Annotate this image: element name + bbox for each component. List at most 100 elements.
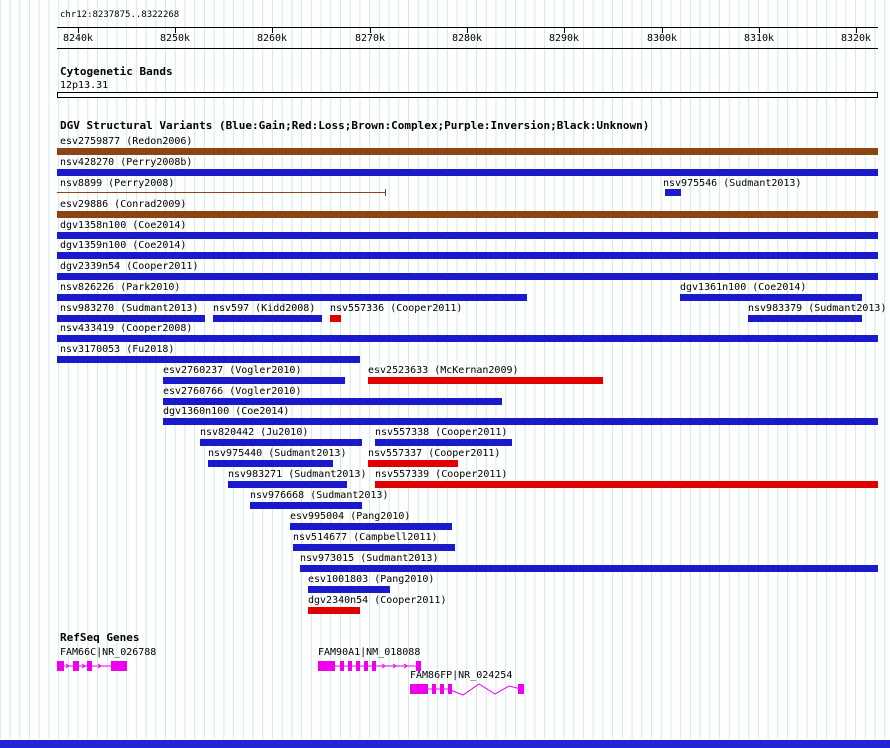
variant-label[interactable]: dgv1360n100 (Coe2014)	[163, 406, 290, 417]
variant-label[interactable]: nsv975440 (Sudmant2013)	[208, 448, 347, 459]
variant-label[interactable]: esv2760237 (Vogler2010)	[163, 365, 302, 376]
variant-label[interactable]: nsv557336 (Cooper2011)	[330, 303, 463, 314]
variant-bar[interactable]	[250, 502, 362, 509]
gene-exon	[348, 661, 352, 671]
gene-exon	[448, 684, 452, 694]
variant-bar[interactable]	[57, 211, 878, 218]
variant-bar[interactable]	[228, 481, 347, 488]
variant-bar[interactable]	[213, 315, 322, 322]
gene-glyph[interactable]	[318, 660, 422, 674]
variant-label[interactable]: dgv1359n100 (Coe2014)	[60, 240, 187, 251]
variant-label[interactable]: nsv557337 (Cooper2011)	[368, 448, 501, 459]
cytoband-ideogram[interactable]	[57, 92, 878, 98]
gene-exon	[356, 661, 360, 671]
variant-label[interactable]: esv29886 (Conrad2009)	[60, 199, 187, 210]
variant-bar[interactable]	[665, 189, 681, 196]
variant-label[interactable]: esv2759877 (Redon2006)	[60, 136, 193, 147]
gene-exon	[57, 661, 64, 671]
variant-bar[interactable]	[375, 439, 512, 446]
variant-label[interactable]: nsv8899 (Perry2008)	[60, 178, 175, 189]
variant-label[interactable]: nsv826226 (Park2010)	[60, 282, 181, 293]
gene-label[interactable]: FAM86FP|NR_024254	[410, 670, 513, 681]
variant-bar[interactable]	[208, 460, 333, 467]
variant-bar[interactable]	[57, 335, 878, 342]
variant-bar[interactable]	[680, 294, 862, 301]
variant-label[interactable]: dgv1358n100 (Coe2014)	[60, 220, 187, 231]
variant-bar[interactable]	[308, 586, 390, 593]
variant-bar[interactable]	[375, 481, 878, 488]
variant-bar[interactable]	[368, 460, 458, 467]
variant-bar[interactable]	[163, 398, 502, 405]
gene-glyph[interactable]	[57, 660, 128, 674]
variant-label[interactable]: nsv983271 (Sudmant2013)	[228, 469, 367, 480]
variant-label[interactable]: nsv973015 (Sudmant2013)	[300, 553, 439, 564]
ruler-tick-label: 8280k	[451, 33, 483, 44]
strand-arrow-icon	[381, 663, 386, 669]
variant-label[interactable]: nsv983379 (Sudmant2013)	[748, 303, 887, 314]
variant-line[interactable]	[57, 192, 385, 193]
variant-label[interactable]: nsv597 (Kidd2008)	[213, 303, 316, 314]
variant-label[interactable]: nsv557338 (Cooper2011)	[375, 427, 508, 438]
bottom-panel-bar	[0, 740, 890, 748]
variant-bar[interactable]	[57, 252, 878, 259]
variant-label[interactable]: nsv514677 (Campbell2011)	[293, 532, 438, 543]
ruler-tick-label: 8260k	[256, 33, 288, 44]
variant-label[interactable]: nsv428270 (Perry2008b)	[60, 157, 193, 168]
gene-exon	[432, 684, 436, 694]
strand-arrow-icon	[65, 663, 70, 669]
gene-exon	[73, 661, 79, 671]
gene-exon	[372, 661, 376, 671]
gene-label[interactable]: FAM66C|NR_026788	[60, 647, 157, 658]
variant-bar[interactable]	[57, 273, 878, 280]
gene-exon	[440, 684, 444, 694]
variant-bar[interactable]	[57, 169, 878, 176]
variant-label[interactable]: esv2760766 (Vogler2010)	[163, 386, 302, 397]
variant-label[interactable]: dgv2340n54 (Cooper2011)	[308, 595, 447, 606]
variant-label[interactable]: esv995004 (Pang2010)	[290, 511, 411, 522]
variant-label[interactable]: dgv2339n54 (Cooper2011)	[60, 261, 199, 272]
ruler-tick	[856, 27, 857, 33]
gene-label[interactable]: FAM90A1|NM_018088	[318, 647, 421, 658]
variant-bar[interactable]	[368, 377, 603, 384]
gene-exon	[518, 684, 524, 694]
variant-bar[interactable]	[300, 565, 878, 572]
variant-label[interactable]: nsv976668 (Sudmant2013)	[250, 490, 389, 501]
variant-bar[interactable]	[308, 607, 360, 614]
ruler-tick-label: 8270k	[354, 33, 386, 44]
strand-arrow-icon	[403, 663, 408, 669]
strand-arrow-icon	[392, 663, 397, 669]
variant-bar[interactable]	[200, 439, 362, 446]
variant-bar[interactable]	[290, 523, 452, 530]
variant-bar[interactable]	[57, 294, 527, 301]
variant-label[interactable]: dgv1361n100 (Coe2014)	[680, 282, 807, 293]
variant-bar[interactable]	[57, 356, 360, 363]
variant-label[interactable]: nsv820442 (Ju2010)	[200, 427, 309, 438]
variant-bar[interactable]	[163, 377, 345, 384]
variant-bar[interactable]	[163, 418, 878, 425]
gene-exon	[416, 661, 421, 671]
variant-label[interactable]: esv2523633 (McKernan2009)	[368, 365, 519, 376]
cytoband-section-title: Cytogenetic Bands	[60, 65, 173, 78]
gene-exon	[318, 661, 335, 671]
ruler-tick	[272, 27, 273, 33]
dgv-section-title: DGV Structural Variants (Blue:Gain;Red:L…	[60, 119, 650, 132]
variant-label[interactable]: esv1001803 (Pang2010)	[308, 574, 435, 585]
ruler-tick	[759, 27, 760, 33]
variant-label[interactable]: nsv983270 (Sudmant2013)	[60, 303, 199, 314]
variant-bar[interactable]	[293, 544, 455, 551]
ruler-tick	[175, 27, 176, 33]
strand-arrow-icon	[81, 663, 86, 669]
variant-label[interactable]: nsv557339 (Cooper2011)	[375, 469, 508, 480]
variant-label[interactable]: nsv433419 (Cooper2008)	[60, 323, 193, 334]
variant-bar[interactable]	[748, 315, 862, 322]
variant-label[interactable]: nsv3170053 (Fu2018)	[60, 344, 175, 355]
variant-bar[interactable]	[57, 315, 205, 322]
variant-bar[interactable]	[330, 315, 341, 322]
gene-glyph[interactable]	[410, 683, 526, 698]
variant-label[interactable]: nsv975546 (Sudmant2013)	[663, 178, 802, 189]
ruler-tick-label: 8240k	[62, 33, 94, 44]
cytoband-name: 12p13.31	[60, 80, 109, 91]
variant-bar[interactable]	[57, 232, 878, 239]
variant-bar[interactable]	[57, 148, 878, 155]
